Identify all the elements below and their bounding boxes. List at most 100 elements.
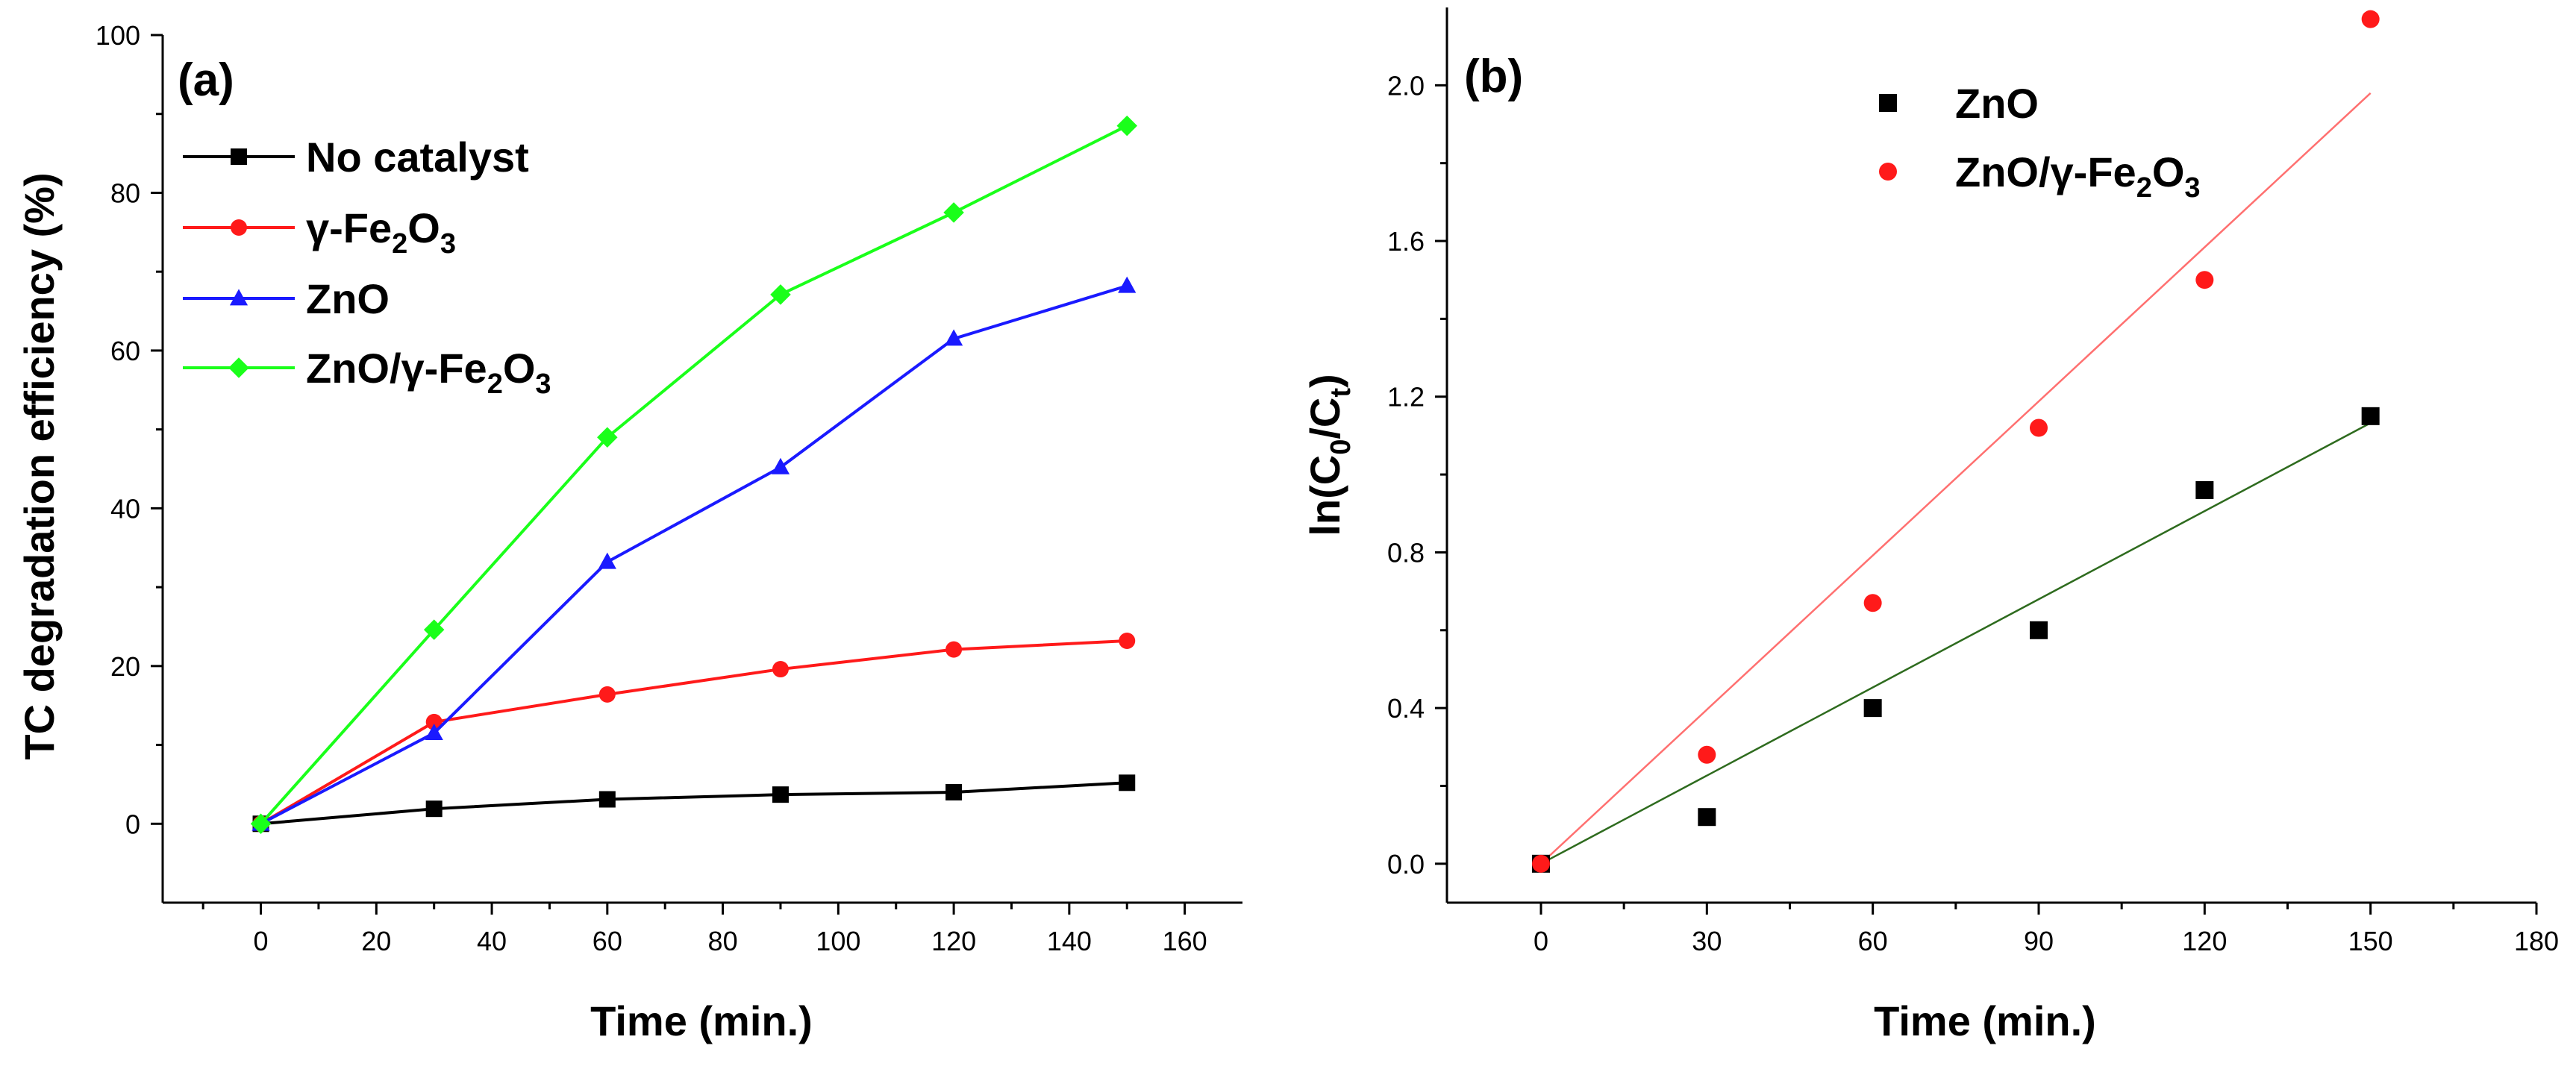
panel-a-legend: No catalyst γ-Fe2O3 ZnO ZnO/γ-Fe2O3 (183, 134, 551, 400)
data-point (772, 786, 789, 803)
panel-a-y-tick-label: 100 (96, 20, 140, 51)
panel-a-y-title: TC degradation efficiency (%) (16, 172, 63, 759)
panel-b-series-zno (1531, 407, 2380, 873)
panel-a-y-tick-label: 20 (110, 651, 140, 682)
legend-label: γ-Fe2O3 (306, 204, 456, 260)
panel-b-x-tick-label: 120 (2182, 926, 2227, 956)
legend-item-zno-gamma-fe2o3: ZnO/γ-Fe2O3 (1879, 148, 2201, 204)
panel-a-y-tick-label: 80 (110, 178, 140, 208)
legend-label: ZnO (306, 275, 390, 322)
data-point (1119, 774, 1136, 792)
panel-b-x-tick-label: 30 (1692, 926, 1722, 956)
data-point (598, 552, 616, 569)
panel-a-series (250, 115, 1137, 835)
panel-b-kinetics: (b) Time (min.) ln(C0/Ct) 0 30 60 90 120 150 1… (1301, 7, 2559, 1044)
panel-a-y-tick-label: 40 (110, 493, 140, 524)
data-point (2029, 419, 2048, 437)
panel-b-y-tick-label: 1.2 (1387, 382, 1425, 413)
legend-label: ZnO/γ-Fe2O3 (1955, 148, 2201, 204)
panel-b-x-tick-label: 60 (1858, 926, 1888, 956)
panel-a-series-gamma-fe2o3 (252, 632, 1136, 833)
panel-a-x-tick-label: 20 (361, 926, 391, 956)
panel-b-series (1531, 10, 2380, 873)
panel-b-ticks: 0 30 60 90 120 150 180 0.0 0.4 0.8 1.2 1.6 2.0 (1387, 70, 2559, 956)
data-point (425, 713, 443, 730)
legend-label: No catalyst (306, 134, 529, 181)
panel-b-y-tick-label: 0.4 (1387, 693, 1425, 724)
data-point (1698, 808, 1716, 827)
panel-a-x-tick-label: 40 (477, 926, 507, 956)
data-point (250, 813, 272, 835)
data-point (1119, 632, 1136, 649)
data-point (1698, 745, 1716, 764)
panel-a-series-zno (251, 276, 1137, 831)
data-point (597, 427, 618, 448)
fit-line-zno-gamma-fe2o3 (1540, 92, 2372, 865)
data-point (945, 329, 963, 346)
panel-a-label: (a) (178, 54, 234, 106)
legend-item-zno: ZnO (1879, 80, 2039, 127)
panel-a-series-zno-gamma-fe2o3 (250, 115, 1137, 835)
series-line (260, 124, 1128, 825)
data-point (770, 284, 791, 305)
series-line (260, 781, 1128, 826)
legend-marker (228, 357, 249, 378)
data-point (598, 791, 616, 808)
panel-b-x-title: Time (min.) (1874, 997, 2096, 1044)
panel-b-y-tick-label: 0.0 (1387, 849, 1425, 880)
panel-a-x-tick-label: 80 (708, 926, 738, 956)
series-line (260, 284, 1128, 826)
data-point (2361, 10, 2380, 28)
data-point (425, 800, 443, 818)
panel-b-x-tick-label: 0 (1534, 926, 1548, 956)
legend-label: ZnO (1955, 80, 2039, 127)
panel-b-y-tick-label: 1.6 (1387, 226, 1425, 257)
panel-a-x-tick-label: 60 (593, 926, 622, 956)
panel-b-legend: ZnO ZnO/γ-Fe2O3 (1879, 80, 2201, 204)
data-point (1531, 854, 1550, 873)
data-point (1116, 115, 1137, 137)
data-point (425, 724, 443, 741)
data-point (2195, 271, 2214, 289)
data-point (2029, 621, 2048, 639)
legend-marker (231, 219, 247, 236)
legend-marker (231, 148, 247, 165)
panel-b-label: (b) (1464, 51, 1523, 102)
panel-a-ticks: 0 20 40 60 80 100 120 140 160 0 20 40 60 80 100 (96, 20, 1207, 956)
panel-a-y-tick-label: 60 (110, 336, 140, 366)
panel-b-y-tick-label: 0.8 (1387, 537, 1425, 568)
data-point (2361, 407, 2380, 425)
data-point (943, 202, 964, 223)
panel-b-y-title: ln(C0/Ct) (1301, 374, 1357, 536)
data-point (771, 457, 790, 474)
panel-a-x-tick-label: 100 (816, 926, 860, 956)
panel-a-x-tick-label: 120 (931, 926, 976, 956)
legend-item-no-catalyst: No catalyst (183, 134, 529, 181)
fit-line-zno (1540, 421, 2372, 865)
series-line (260, 639, 1128, 825)
panel-b-series-zno-gamma-fe2o3 (1531, 10, 2380, 873)
data-point (2195, 480, 2214, 499)
panel-a-x-tick-label: 160 (1163, 926, 1207, 956)
legend-item-zno: ZnO (183, 275, 390, 322)
panel-a-x-tick-label: 0 (254, 926, 269, 956)
data-point (1863, 699, 1882, 718)
panel-b-x-tick-label: 180 (2514, 926, 2559, 956)
legend-item-zno-gamma-fe2o3: ZnO/γ-Fe2O3 (183, 345, 551, 400)
panel-b-x-tick-label: 150 (2348, 926, 2393, 956)
panel-b-x-tick-label: 90 (2024, 926, 2054, 956)
data-point (772, 661, 789, 678)
data-point (598, 686, 616, 703)
panel-a-y-tick-label: 0 (125, 809, 140, 839)
data-point (1863, 594, 1882, 612)
panel-b-fit-lines (1540, 92, 2372, 865)
data-point (423, 619, 445, 640)
legend-item-gamma-fe2o3: γ-Fe2O3 (183, 204, 456, 260)
legend-marker (1879, 94, 1897, 112)
data-point (945, 641, 963, 658)
legend-marker (229, 289, 248, 306)
legend-label: ZnO/γ-Fe2O3 (306, 345, 551, 400)
data-point (1118, 276, 1137, 293)
data-point (945, 783, 963, 800)
